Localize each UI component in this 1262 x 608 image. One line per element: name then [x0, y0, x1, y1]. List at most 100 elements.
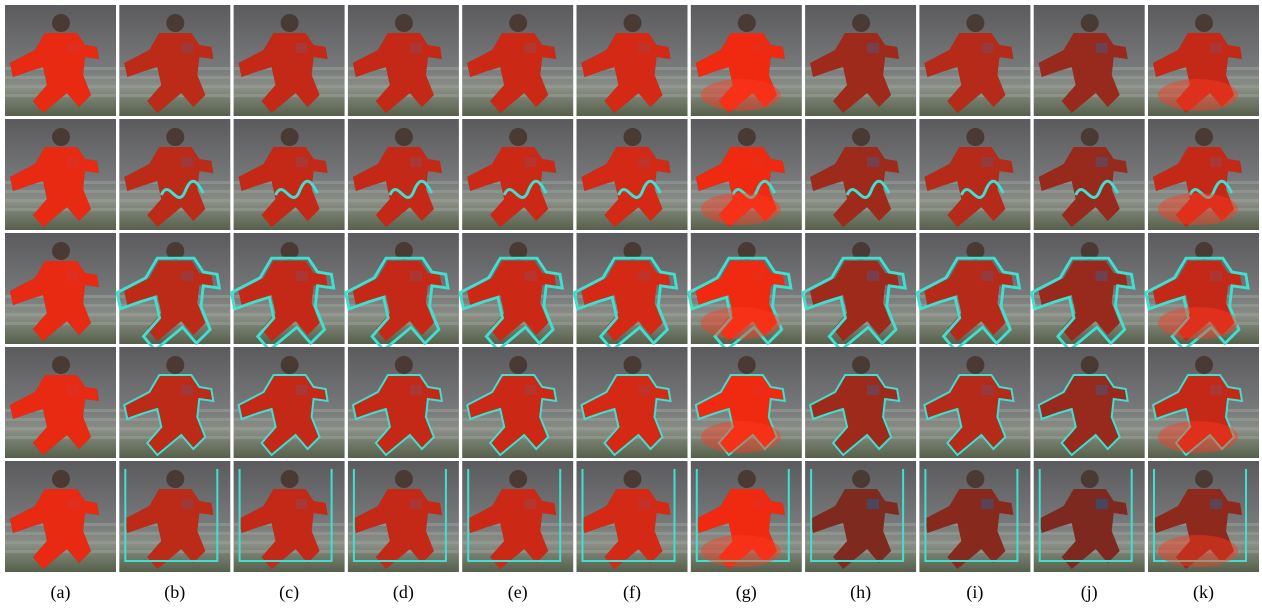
player-head — [52, 356, 70, 374]
image-cell — [462, 347, 573, 458]
player-head — [281, 470, 299, 488]
image-cell — [1148, 347, 1259, 458]
player-head — [52, 470, 70, 488]
player-head — [166, 470, 184, 488]
image-cell — [231, 233, 344, 350]
image-cell — [119, 5, 230, 116]
image-cell — [348, 5, 459, 116]
image-cell — [919, 461, 1030, 572]
image-cell — [577, 461, 688, 572]
image-cell — [119, 461, 230, 572]
player-head — [624, 128, 642, 146]
player-head — [281, 14, 299, 32]
player-head — [852, 128, 870, 146]
player-head — [1195, 14, 1213, 32]
leak-region — [701, 193, 781, 225]
image-cell — [1031, 233, 1144, 350]
image-cell — [5, 233, 116, 344]
image-cell — [117, 233, 230, 350]
column-label: (k) — [1193, 582, 1214, 603]
leak-region — [1158, 421, 1238, 453]
image-cell — [919, 5, 1030, 116]
image-cell — [234, 347, 345, 458]
image-cell — [691, 119, 802, 230]
image-cell — [919, 119, 1030, 230]
player-head — [52, 128, 70, 146]
column-label: (c) — [279, 582, 299, 603]
player-head — [509, 356, 527, 374]
player-head — [624, 470, 642, 488]
player-head — [1195, 470, 1213, 488]
image-cell — [5, 5, 116, 116]
image-cell — [1148, 119, 1259, 230]
column-label: (f) — [623, 582, 641, 603]
player-head — [852, 470, 870, 488]
column-label: (h) — [850, 582, 871, 603]
player-head — [509, 14, 527, 32]
image-cell — [234, 5, 345, 116]
image-cell — [1034, 5, 1145, 116]
image-cell — [919, 347, 1030, 458]
image-cell — [348, 119, 459, 230]
image-cell — [234, 119, 345, 230]
player-head — [738, 128, 756, 146]
player-head — [281, 128, 299, 146]
image-cell — [460, 233, 573, 350]
image-cell — [805, 461, 916, 572]
player-head — [1195, 128, 1213, 146]
image-cell — [5, 347, 116, 458]
player-head — [624, 14, 642, 32]
column-label: (g) — [736, 582, 757, 603]
column-label: (j) — [1081, 582, 1098, 603]
image-cell — [689, 233, 802, 350]
image-cell — [577, 347, 688, 458]
image-cell — [1034, 119, 1145, 230]
image-cell — [462, 119, 573, 230]
player-head — [509, 470, 527, 488]
image-cell — [234, 461, 345, 572]
image-cell — [577, 5, 688, 116]
player-head — [1081, 14, 1099, 32]
player-head — [166, 128, 184, 146]
player-head — [1081, 470, 1099, 488]
player-head — [395, 14, 413, 32]
image-cell — [462, 5, 573, 116]
player-head — [1081, 128, 1099, 146]
player-head — [52, 242, 70, 260]
page: (a)(b)(c)(d)(e)(f)(g)(h)(i)(j)(k) (() =>… — [0, 0, 1262, 608]
player-head — [852, 356, 870, 374]
image-cell — [346, 233, 459, 350]
player-head — [738, 356, 756, 374]
leak-region — [1158, 307, 1238, 339]
leak-region — [1158, 79, 1238, 111]
image-cell — [348, 347, 459, 458]
player-head — [395, 128, 413, 146]
column-label: (d) — [393, 582, 414, 603]
leak-region — [1158, 193, 1238, 225]
image-cell — [803, 233, 916, 350]
player-head — [1081, 356, 1099, 374]
player-head — [395, 356, 413, 374]
image-cell — [917, 233, 1030, 350]
leak-region — [701, 307, 781, 339]
column-label: (a) — [51, 582, 71, 603]
image-cell — [5, 461, 116, 572]
player-head — [738, 14, 756, 32]
image-cell — [5, 119, 116, 230]
image-cell — [1146, 233, 1259, 350]
player-head — [509, 128, 527, 146]
figure: (a)(b)(c)(d)(e)(f)(g)(h)(i)(j)(k) — [0, 0, 1262, 608]
image-cell — [1034, 347, 1145, 458]
image-cell — [574, 233, 687, 350]
image-cell — [577, 119, 688, 230]
image-cell — [348, 461, 459, 572]
column-label: (e) — [508, 582, 528, 603]
player-head — [966, 356, 984, 374]
player-head — [166, 14, 184, 32]
image-cell — [1148, 5, 1259, 116]
image-cell — [119, 347, 230, 458]
player-head — [624, 356, 642, 374]
column-label: (b) — [164, 582, 185, 603]
player-head — [966, 128, 984, 146]
image-cell — [805, 5, 916, 116]
